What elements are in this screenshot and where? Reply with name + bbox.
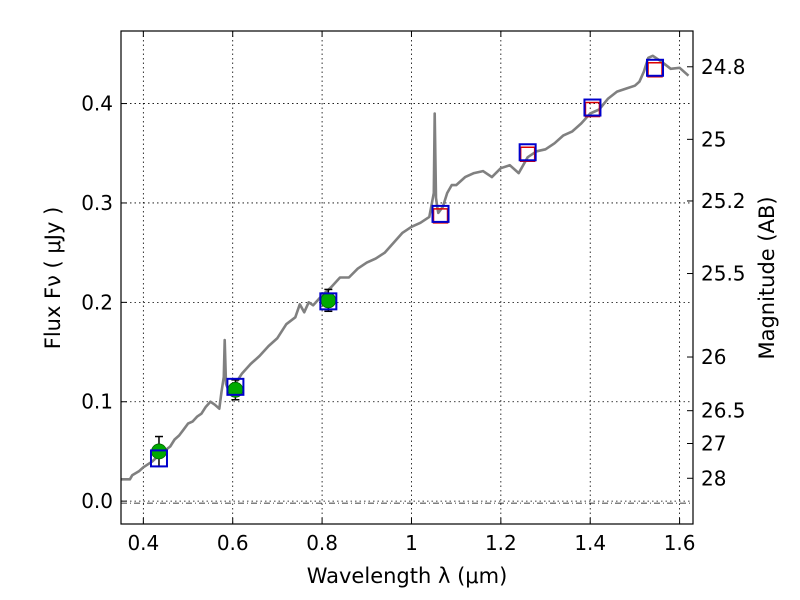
y-tick-label: 0.2 (81, 290, 113, 314)
spectrum-line (121, 54, 690, 481)
right-tick-label: 25.5 (701, 262, 746, 286)
x-tick-label: 1.6 (664, 531, 696, 555)
x-tick-label: 1.4 (574, 531, 606, 555)
x-tick-label: 1.2 (485, 531, 517, 555)
model-box-marker (431, 204, 450, 223)
photometry-series (151, 288, 337, 468)
plot-frame (120, 30, 694, 525)
right-tick-label: 26 (701, 345, 726, 369)
model-box-marker (583, 98, 602, 117)
right-tick-label: 24.8 (701, 55, 746, 79)
y-tick-label: 0.4 (81, 92, 113, 116)
y-tick-label: 0.1 (81, 390, 113, 414)
y-axis-label: Flux Fν ( μJy ) (41, 207, 65, 350)
right-tick-label: 27 (701, 431, 726, 455)
spectrum-series (121, 54, 690, 481)
plot-area (121, 31, 693, 524)
x-axis-label: Wavelength λ (μm) (307, 564, 508, 588)
model-box-marker (149, 449, 168, 468)
x-tick-label: 0.6 (217, 531, 249, 555)
right-tick-label: 25.2 (701, 189, 746, 213)
model-box-marker (226, 377, 245, 396)
photometry-point (320, 292, 337, 309)
model-box-marker (518, 143, 537, 162)
grid (121, 31, 693, 524)
right-tick-label: 25 (701, 127, 726, 151)
right-axis-label: Magnitude (AB) (755, 196, 779, 359)
y-tick-label: 0.3 (81, 191, 113, 215)
y-tick-label: 0.0 (81, 489, 113, 513)
photometry-point (151, 443, 167, 460)
right-tick-label: 28 (701, 466, 726, 490)
x-tick-label: 1 (405, 531, 418, 555)
model-box-marker (319, 292, 338, 311)
model-box-series (149, 58, 665, 468)
right-magnitude-axis: 24.8 25 25.2 25.5 26 26.5 27 28 (687, 55, 746, 490)
x-tick-label: 0.8 (306, 531, 338, 555)
y-axis: 0.0 0.1 0.2 0.3 0.4 (81, 92, 127, 513)
right-tick-label: 26.5 (701, 399, 746, 423)
model-box-marker (646, 58, 665, 77)
x-tick-label: 0.4 (127, 531, 159, 555)
x-axis: 0.4 0.6 0.8 1 1.2 1.4 1.6 (127, 31, 696, 555)
